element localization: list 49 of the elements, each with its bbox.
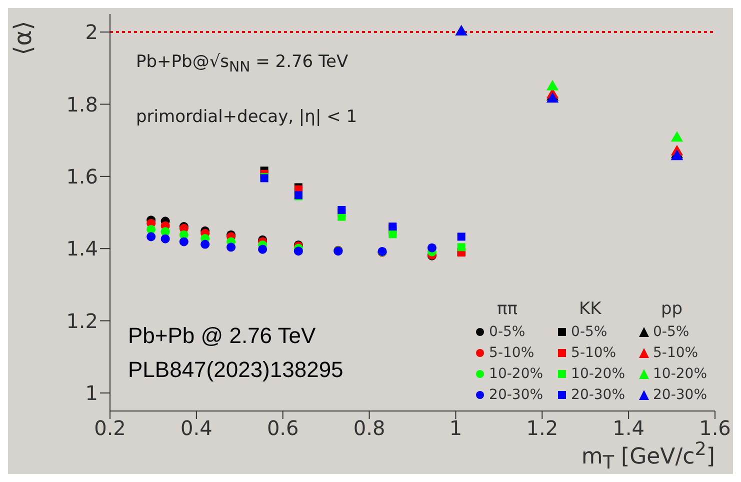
legend-label: 20-30%: [571, 387, 626, 403]
x-tick-label: 0.6: [266, 416, 299, 440]
y-tick-label: 1.2: [66, 308, 98, 333]
point: [146, 232, 156, 242]
annotation: ππ: [497, 299, 518, 319]
legend-label: 0-5%: [653, 324, 690, 340]
annotation: Pb+Pb @ 2.76 TeV: [128, 323, 316, 349]
point: [388, 230, 397, 238]
point: [258, 244, 268, 254]
x-tick-label: 1.4: [612, 416, 644, 440]
point: [338, 206, 346, 214]
point: [670, 131, 684, 142]
annotation: primordial+decay, |η| < 1: [136, 107, 358, 127]
legend-label: 20-30%: [653, 387, 707, 403]
x-tick-label: 1: [449, 416, 462, 440]
point: [179, 237, 188, 246]
y-axis-title: ⟨α⟩: [9, 20, 37, 56]
point: [294, 246, 303, 256]
y-tick-label: 2: [85, 20, 98, 44]
legend-label: 20-30%: [489, 387, 544, 403]
x-tick-label: 0.2: [94, 416, 126, 440]
legend-label: 5-10%: [571, 345, 616, 361]
y-tick-label: 1: [85, 381, 98, 406]
point: [200, 240, 210, 249]
legend-label: 5-10%: [653, 345, 698, 361]
point: [457, 243, 466, 252]
legend-label: 5-10%: [489, 345, 534, 361]
legend-label: 0-5%: [571, 324, 608, 340]
point: [457, 232, 466, 241]
point: [546, 80, 559, 90]
y-tick-label: 1.6: [66, 164, 98, 189]
x-tick-label: 0.4: [180, 416, 212, 440]
annotation: PLB847(2023)138295: [128, 357, 344, 383]
y-tick-label: 1.4: [66, 236, 98, 261]
annotation: KK: [579, 299, 602, 319]
x-axis-title: m$_{T}$ [GeV/c$^{2}$]: [581, 439, 715, 474]
legend-label: 10-20%: [489, 366, 544, 382]
x-tick-label: 1.2: [526, 416, 558, 440]
point: [160, 234, 170, 244]
y-tick-label: 1.8: [66, 92, 98, 116]
legend-label: 10-20%: [653, 366, 707, 382]
x-tick-label: 0.8: [353, 416, 386, 440]
x-tick-label: 1.6: [699, 416, 731, 440]
point: [427, 243, 436, 252]
point: [226, 242, 236, 252]
annotation: pp: [661, 299, 683, 319]
legend-label: 0-5%: [489, 324, 526, 340]
annotation: Pb+Pb@√s$_{NN}$ = 2.76 TeV: [136, 52, 348, 76]
legend-label: 10-20%: [571, 366, 626, 382]
